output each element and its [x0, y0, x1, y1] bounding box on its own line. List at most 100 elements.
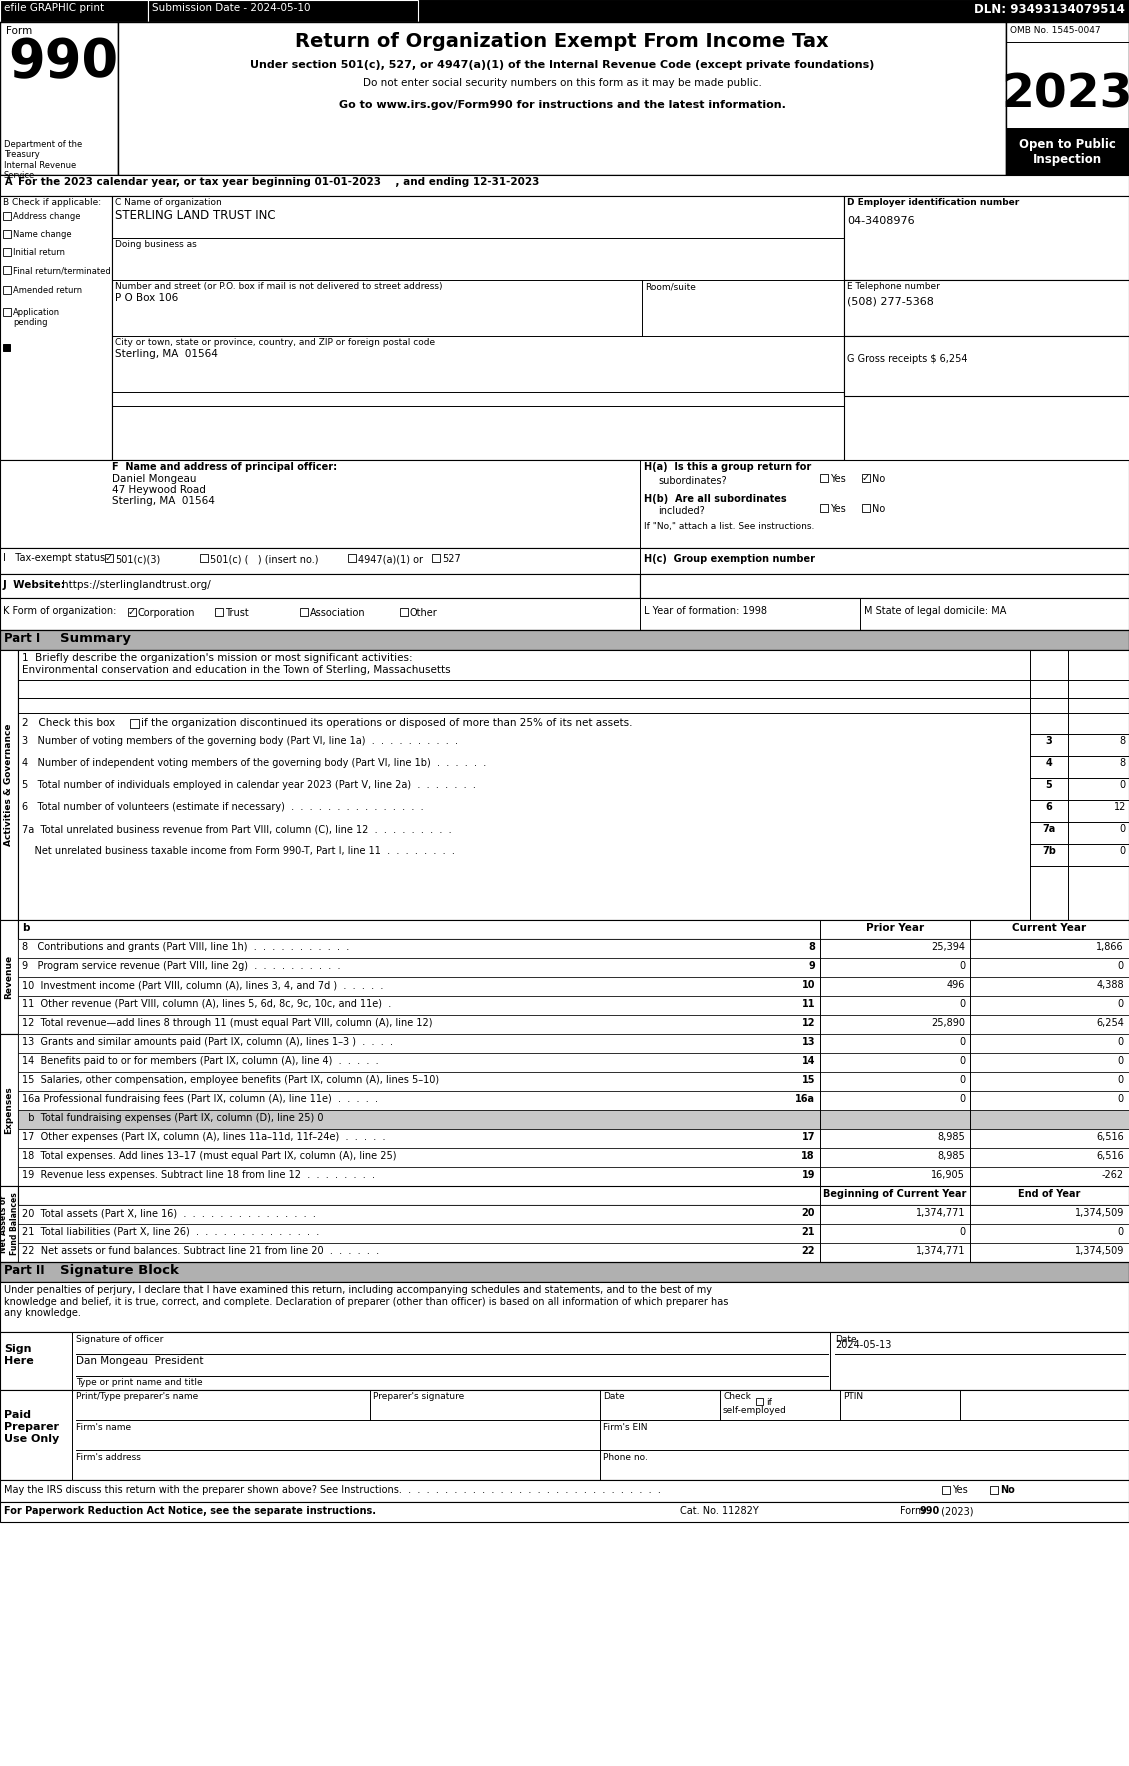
- Bar: [756, 1399, 763, 1406]
- Bar: [3, 286, 11, 293]
- Text: Firm's EIN: Firm's EIN: [603, 1423, 648, 1432]
- Bar: [0, 175, 1129, 196]
- Text: No: No: [1000, 1485, 1015, 1496]
- Text: Sterling, MA  01564: Sterling, MA 01564: [115, 350, 218, 358]
- Text: Firm's name: Firm's name: [76, 1423, 131, 1432]
- Bar: [432, 555, 440, 562]
- Bar: [1006, 127, 1129, 175]
- Text: City or town, state or province, country, and ZIP or foreign postal code: City or town, state or province, country…: [115, 337, 435, 346]
- Text: Beginning of Current Year: Beginning of Current Year: [823, 1189, 966, 1199]
- Text: Form: Form: [900, 1506, 928, 1515]
- Bar: [0, 21, 1129, 175]
- Text: 14: 14: [802, 1056, 815, 1067]
- Text: I   Tax-exempt status:: I Tax-exempt status:: [3, 553, 108, 563]
- Bar: [18, 957, 1129, 977]
- Text: (2023): (2023): [938, 1506, 973, 1515]
- Text: Part I: Part I: [5, 632, 41, 645]
- Text: Part II: Part II: [5, 1264, 45, 1277]
- Text: Do not enter social security numbers on this form as it may be made public.: Do not enter social security numbers on …: [362, 78, 761, 88]
- Text: Application
pending: Application pending: [14, 307, 60, 327]
- Text: G Gross receipts $ 6,254: G Gross receipts $ 6,254: [847, 353, 968, 364]
- Text: 0: 0: [1118, 1000, 1124, 1008]
- Text: 21  Total liabilities (Part X, line 26)  .  .  .  .  .  .  .  .  .  .  .  .  .  : 21 Total liabilities (Part X, line 26) .…: [21, 1227, 320, 1236]
- Text: 8   Contributions and grants (Part VIII, line 1h)  .  .  .  .  .  .  .  .  .  . : 8 Contributions and grants (Part VIII, l…: [21, 941, 349, 952]
- Text: Association: Association: [310, 608, 366, 618]
- Text: J  Website:: J Website:: [3, 579, 65, 590]
- Text: DLN: 93493134079514: DLN: 93493134079514: [974, 4, 1124, 16]
- Text: 8: 8: [808, 941, 815, 952]
- Text: 12: 12: [1113, 802, 1126, 812]
- Text: 4   Number of independent voting members of the governing body (Part VI, line 1b: 4 Number of independent voting members o…: [21, 758, 487, 768]
- Text: 1  Briefly describe the organization's mission or most significant activities:: 1 Briefly describe the organization's mi…: [21, 653, 412, 662]
- Text: 04-3408976: 04-3408976: [847, 215, 914, 226]
- Text: 0: 0: [959, 1075, 965, 1084]
- Bar: [0, 21, 119, 175]
- Text: 25,394: 25,394: [931, 941, 965, 952]
- Text: 0: 0: [959, 1056, 965, 1067]
- Bar: [18, 1111, 1129, 1128]
- Text: Revenue: Revenue: [5, 955, 14, 1000]
- Text: subordinates?: subordinates?: [658, 477, 727, 486]
- Bar: [0, 547, 1129, 574]
- Bar: [18, 1187, 1129, 1204]
- Text: Submission Date - 2024-05-10: Submission Date - 2024-05-10: [152, 4, 310, 12]
- Bar: [942, 1485, 949, 1494]
- Bar: [18, 1167, 1129, 1187]
- Bar: [18, 996, 1129, 1015]
- Text: Phone no.: Phone no.: [603, 1453, 648, 1462]
- Text: 12: 12: [802, 1017, 815, 1028]
- Text: 0: 0: [959, 1093, 965, 1104]
- Bar: [0, 1282, 1129, 1332]
- Text: Number and street (or P.O. box if mail is not delivered to street address): Number and street (or P.O. box if mail i…: [115, 283, 443, 291]
- Text: 0: 0: [1120, 825, 1126, 834]
- Text: 1,374,509: 1,374,509: [1075, 1208, 1124, 1219]
- Text: 501(c) (   ) (insert no.): 501(c) ( ) (insert no.): [210, 555, 318, 563]
- Text: Form: Form: [6, 26, 33, 35]
- Text: 0: 0: [1118, 1037, 1124, 1047]
- Text: 0: 0: [959, 1000, 965, 1008]
- Bar: [18, 1035, 1129, 1053]
- Text: Initial return: Initial return: [14, 247, 65, 258]
- Text: 21: 21: [802, 1227, 815, 1236]
- Text: Date: Date: [835, 1335, 857, 1344]
- Bar: [844, 336, 1129, 396]
- Bar: [863, 473, 870, 482]
- Text: Print/Type preparer's name: Print/Type preparer's name: [76, 1392, 199, 1400]
- Text: Dan Mongeau  President: Dan Mongeau President: [76, 1356, 203, 1365]
- Text: 10: 10: [802, 980, 815, 991]
- Text: Summary: Summary: [60, 632, 131, 645]
- Bar: [18, 1204, 1129, 1224]
- Text: If "No," attach a list. See instructions.: If "No," attach a list. See instructions…: [644, 523, 814, 532]
- Text: 6,254: 6,254: [1096, 1017, 1124, 1028]
- Bar: [348, 555, 356, 562]
- Bar: [112, 196, 844, 459]
- Text: 19: 19: [802, 1171, 815, 1180]
- Bar: [0, 196, 112, 459]
- Bar: [300, 608, 308, 616]
- Text: Sign
Here: Sign Here: [5, 1344, 34, 1365]
- Text: Signature Block: Signature Block: [60, 1264, 178, 1277]
- Text: B Check if applicable:: B Check if applicable:: [3, 198, 102, 207]
- Text: Yes: Yes: [952, 1485, 968, 1496]
- Bar: [119, 21, 1006, 175]
- Text: Activities & Governance: Activities & Governance: [5, 724, 14, 846]
- Text: Department of the
Treasury
Internal Revenue
Service: Department of the Treasury Internal Reve…: [5, 140, 82, 180]
- Bar: [0, 0, 148, 21]
- Text: 13  Grants and similar amounts paid (Part IX, column (A), lines 1–3 )  .  .  .  : 13 Grants and similar amounts paid (Part…: [21, 1037, 393, 1047]
- Text: 0: 0: [959, 1227, 965, 1236]
- Bar: [215, 608, 224, 616]
- Bar: [0, 1503, 1129, 1522]
- Text: 0: 0: [1118, 1093, 1124, 1104]
- Bar: [128, 608, 135, 616]
- Bar: [200, 555, 208, 562]
- Text: P O Box 106: P O Box 106: [115, 293, 178, 304]
- Text: Prior Year: Prior Year: [866, 924, 924, 932]
- Text: 20  Total assets (Part X, line 16)  .  .  .  .  .  .  .  .  .  .  .  .  .  .  .: 20 Total assets (Part X, line 16) . . . …: [21, 1208, 316, 1219]
- Text: H(a)  Is this a group return for: H(a) Is this a group return for: [644, 463, 812, 472]
- Text: 17  Other expenses (Part IX, column (A), lines 11a–11d, 11f–24e)  .  .  .  .  .: 17 Other expenses (Part IX, column (A), …: [21, 1132, 385, 1143]
- Text: 16a Professional fundraising fees (Part IX, column (A), line 11e)  .  .  .  .  .: 16a Professional fundraising fees (Part …: [21, 1093, 378, 1104]
- Bar: [105, 555, 113, 562]
- Text: Check: Check: [723, 1392, 751, 1400]
- Text: K Form of organization:: K Form of organization:: [3, 606, 116, 616]
- Bar: [18, 1091, 1129, 1111]
